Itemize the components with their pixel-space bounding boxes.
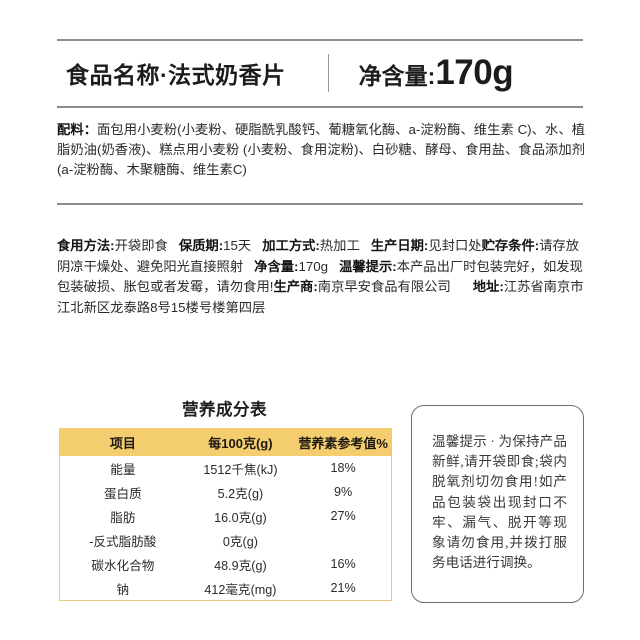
cell-nrv: 9% — [334, 485, 353, 499]
shelf-life-label: 保质期: — [178, 238, 224, 253]
product-details-section: 食用方法:开袋即食 保质期:15天 加工方式:热加工 生产日期:见封口处贮存条件:请存… — [57, 236, 585, 318]
divider-after-ingredients — [57, 203, 583, 205]
cell-per100: 1512千焦(kJ) — [203, 462, 278, 477]
process-label: 加工方式: — [262, 238, 320, 253]
cell-item: 脂肪 — [110, 510, 136, 525]
col-header-nrv: 营养素参考值% — [298, 435, 388, 451]
details-net-weight-value: 170g — [298, 258, 329, 274]
divider-after-header — [57, 106, 583, 108]
cell-nrv: 21% — [330, 581, 356, 595]
cell-per100: 0克(g) — [222, 534, 258, 549]
cell-per100: 412毫克(mg) — [204, 582, 277, 597]
production-date-value: 见封口处 — [428, 238, 482, 253]
net-weight-label: 净含量: — [358, 63, 436, 89]
net-weight-value: 170g — [435, 53, 514, 92]
product-name-dot: · — [160, 62, 169, 88]
table-row: 脂肪 16.0克(g) 27% — [60, 504, 392, 528]
storage-label: 贮存条件: — [481, 238, 540, 253]
process-value: 热加工 — [319, 238, 360, 253]
nutrition-table-head: 项目 每100克(g) 营养素参考值% — [59, 428, 392, 456]
usage-label: 食用方法: — [57, 238, 115, 253]
nutrition-table-title: 营养成分表 — [182, 401, 267, 419]
cell-nrv: 18% — [330, 461, 356, 475]
cell-item: -反式脂肪酸 — [89, 534, 157, 549]
cell-item: 碳水化合物 — [91, 558, 155, 573]
table-row: -反式脂肪酸 0克(g) — [60, 528, 392, 552]
table-row: 能量 1512千焦(kJ) 18% — [60, 456, 392, 480]
cell-item: 钠 — [116, 582, 130, 597]
manufacturer-value: 南京早安食品有限公司 — [317, 279, 451, 294]
ingredients-text: 面包用小麦粉(小麦粉、硬脂酰乳酸钙、葡糖氧化酶、a-淀粉酶、维生素 C)、水、植… — [57, 122, 585, 177]
cell-nrv: 16% — [330, 557, 356, 571]
tip-label: 温馨提示: — [339, 258, 397, 274]
warm-reminder-box: 温馨提示 · 为保持产品新鲜,请开袋即食;袋内脱氧剂切勿食用!如产品包装袋出现封… — [411, 405, 584, 603]
cell-item: 能量 — [110, 462, 136, 477]
cell-nrv — [295, 528, 391, 552]
address-label: 地址: — [472, 279, 504, 294]
product-header: 食品名称·法式奶香片 净含量: 170g — [57, 48, 583, 98]
product-name-block: 食品名称·法式奶香片 — [57, 56, 286, 90]
table-row: 钠 412毫克(mg) 21% — [60, 576, 392, 601]
col-header-per100: 每100克(g) — [208, 435, 273, 451]
cell-nrv: 27% — [330, 509, 356, 523]
col-header-item: 项目 — [109, 435, 136, 451]
product-name-label: 食品名称 — [66, 62, 160, 88]
divider-top — [57, 39, 583, 41]
nutrition-table-body: 能量 1512千焦(kJ) 18% 蛋白质 5.2克(g) 9% 脂肪 16.0克(g) 27%… — [60, 456, 392, 601]
ingredients-section: 配料：面包用小麦粉(小麦粉、硬脂酰乳酸钙、葡糖氧化酶、a-淀粉酶、维生素 C)、… — [57, 120, 585, 180]
details-net-weight-label: 净含量: — [254, 258, 299, 274]
table-row: 碳水化合物 48.9克(g) 16% — [60, 552, 392, 576]
tip-value: 本产品出厂时包装完好，如发现包装破损、胀包或者发霉，请勿食用! — [57, 258, 583, 295]
header-vertical-divider — [327, 54, 329, 92]
storage-value: 请存放阴凉干燥处、避免阳光直接照射 — [57, 238, 580, 274]
cell-item: 蛋白质 — [103, 486, 142, 501]
product-name-value: 法式奶香片 — [168, 62, 286, 88]
cell-per100: 16.0克(g) — [214, 510, 267, 525]
nutrition-facts-table: 项目 每100克(g) 营养素参考值% 能量 1512千焦(kJ) 18% 蛋白质 5.… — [59, 428, 392, 601]
net-weight-block: 净含量: 170g — [358, 53, 514, 93]
nutrition-header-row: 项目 每100克(g) 营养素参考值% — [59, 428, 392, 456]
table-row: 蛋白质 5.2克(g) 9% — [60, 480, 392, 504]
shelf-life-value: 15天 — [223, 238, 252, 253]
cell-per100: 48.9克(g) — [214, 558, 267, 573]
production-date-label: 生产日期: — [370, 238, 429, 253]
cell-per100: 5.2克(g) — [217, 486, 264, 501]
address-value: 江苏省南京市江北新区龙泰路8号15楼号楼第四层 — [57, 279, 584, 315]
warm-reminder-text: 温馨提示 · 为保持产品新鲜,请开袋即食;袋内脱氧剂切勿食用!如产品包装袋出现封… — [432, 434, 567, 571]
ingredients-label: 配料： — [57, 122, 98, 137]
manufacturer-label: 生产商: — [273, 279, 318, 294]
usage-value: 开袋即食 — [114, 238, 168, 253]
